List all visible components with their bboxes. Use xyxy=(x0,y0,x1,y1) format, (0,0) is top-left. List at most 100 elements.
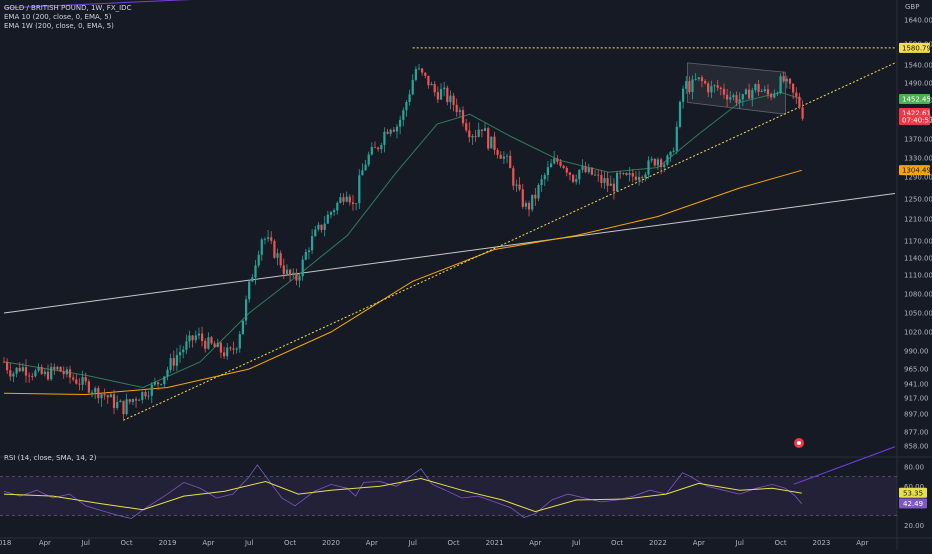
candle[interactable] xyxy=(537,185,540,199)
candle[interactable] xyxy=(276,253,279,258)
candle[interactable] xyxy=(185,341,188,350)
candle[interactable] xyxy=(238,334,241,349)
candle[interactable] xyxy=(392,129,395,132)
candle[interactable] xyxy=(773,94,776,98)
candle[interactable] xyxy=(795,92,798,97)
candle[interactable] xyxy=(106,395,109,398)
candle[interactable] xyxy=(100,394,103,399)
candle[interactable] xyxy=(351,202,355,204)
candle[interactable] xyxy=(408,94,411,102)
candle[interactable] xyxy=(232,348,235,350)
candle[interactable] xyxy=(521,189,524,207)
ema-fast-line[interactable] xyxy=(3,91,802,389)
candle[interactable] xyxy=(625,173,628,175)
candle[interactable] xyxy=(449,95,452,103)
candle[interactable] xyxy=(90,392,94,394)
candle[interactable] xyxy=(191,335,194,341)
candle[interactable] xyxy=(150,384,153,396)
candle[interactable] xyxy=(78,383,81,385)
candle[interactable] xyxy=(219,342,222,353)
candle[interactable] xyxy=(128,399,131,402)
candle[interactable] xyxy=(175,355,178,366)
candle[interactable] xyxy=(575,179,578,182)
candle[interactable] xyxy=(650,158,653,161)
candle[interactable] xyxy=(197,333,200,336)
candle[interactable] xyxy=(399,119,402,127)
candle[interactable] xyxy=(493,136,496,150)
candle[interactable] xyxy=(682,88,685,102)
candle[interactable] xyxy=(298,276,301,281)
candle[interactable] xyxy=(358,175,361,204)
candle[interactable] xyxy=(188,335,191,342)
candle[interactable] xyxy=(616,172,619,192)
candle[interactable] xyxy=(411,79,414,95)
candle[interactable] xyxy=(785,78,788,82)
candle[interactable] xyxy=(436,92,439,100)
candle[interactable] xyxy=(169,358,172,370)
candle[interactable] xyxy=(776,93,779,95)
candle[interactable] xyxy=(553,158,556,164)
candle[interactable] xyxy=(468,130,471,138)
candle[interactable] xyxy=(87,381,90,393)
candle[interactable] xyxy=(414,69,417,80)
rsi-tag[interactable]: 53.35 xyxy=(899,487,927,498)
candle[interactable] xyxy=(194,335,197,341)
candle[interactable] xyxy=(21,367,24,372)
candle[interactable] xyxy=(323,223,326,230)
candle[interactable] xyxy=(24,367,28,376)
candle[interactable] xyxy=(471,136,474,138)
candle[interactable] xyxy=(226,347,229,357)
candle[interactable] xyxy=(612,183,615,192)
candle[interactable] xyxy=(722,88,726,95)
candle[interactable] xyxy=(678,101,682,127)
candle[interactable] xyxy=(405,102,408,111)
candle[interactable] xyxy=(638,177,641,180)
candle[interactable] xyxy=(395,126,399,132)
candle[interactable] xyxy=(304,252,307,260)
candle[interactable] xyxy=(647,160,650,175)
candle[interactable] xyxy=(311,236,314,251)
candle[interactable] xyxy=(581,166,584,170)
candle[interactable] xyxy=(798,96,801,108)
candle[interactable] xyxy=(656,159,659,166)
candle[interactable] xyxy=(370,147,373,155)
candle[interactable] xyxy=(565,168,568,173)
candle[interactable] xyxy=(559,161,562,166)
candle[interactable] xyxy=(496,150,499,155)
candle[interactable] xyxy=(317,224,320,230)
candle[interactable] xyxy=(260,239,263,255)
candle[interactable] xyxy=(320,224,323,230)
candle[interactable] xyxy=(480,129,483,131)
price-tag[interactable]: 1452.45 xyxy=(899,94,931,104)
candle[interactable] xyxy=(144,391,147,397)
candle[interactable] xyxy=(84,377,87,382)
candle[interactable] xyxy=(292,272,295,276)
candle[interactable] xyxy=(46,371,50,380)
time-axis[interactable]: 2018 Apr Jul Oct 2019 Apr Jul Oct 2020 Apr Jul Oct 2… xyxy=(0,539,868,547)
candle[interactable] xyxy=(748,89,751,99)
candle[interactable] xyxy=(531,194,534,210)
candle[interactable] xyxy=(594,174,597,176)
candle[interactable] xyxy=(738,99,741,103)
candle[interactable] xyxy=(270,237,273,241)
channel-lower-line[interactable] xyxy=(793,446,896,485)
candle[interactable] xyxy=(380,145,383,150)
price-axis[interactable]: GBP1640.001590.001540.001490.001450.0014… xyxy=(899,3,932,451)
candle[interactable] xyxy=(333,210,336,212)
candle[interactable] xyxy=(329,212,333,215)
price-tag[interactable]: 07:40:53 xyxy=(899,115,932,125)
candle[interactable] xyxy=(502,156,505,159)
ema-fast-legend[interactable]: EMA 10 (200, close, 0, EMA, 5) xyxy=(4,13,112,21)
candles-group[interactable] xyxy=(2,63,804,420)
candle[interactable] xyxy=(719,87,722,89)
candle[interactable] xyxy=(342,197,345,202)
candle[interactable] xyxy=(289,269,292,276)
candle[interactable] xyxy=(9,370,12,377)
candle[interactable] xyxy=(383,131,386,145)
candle[interactable] xyxy=(81,377,84,385)
candle[interactable] xyxy=(94,388,97,393)
ema-slow-line[interactable] xyxy=(3,169,802,396)
candle[interactable] xyxy=(131,399,134,402)
